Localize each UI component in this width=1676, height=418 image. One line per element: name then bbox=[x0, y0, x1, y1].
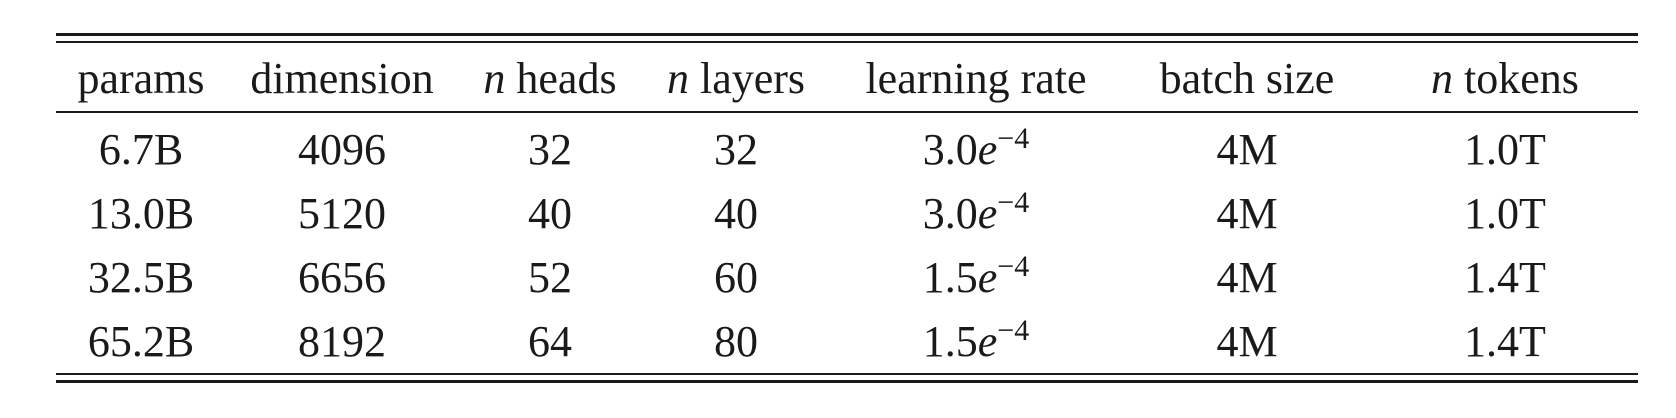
bottom-double-rule bbox=[56, 373, 1638, 383]
table-row: 6.7B 4096 32 32 3.0e−4 4M 1.0T bbox=[56, 112, 1638, 181]
cell-learning-rate: 1.5e−4 bbox=[922, 249, 1030, 302]
header-dimension: dimension bbox=[226, 43, 458, 113]
cell-params: 32.5B bbox=[87, 252, 195, 302]
cell-params: 65.2B bbox=[87, 316, 195, 366]
header-batch-size: batch size bbox=[1122, 43, 1372, 113]
cell-layers: 32 bbox=[714, 124, 758, 174]
header-layers: n layers bbox=[642, 43, 830, 113]
cell-params: 6.7B bbox=[98, 124, 184, 174]
cell-heads: 64 bbox=[528, 316, 572, 366]
model-config-table: params dimension n heads n layers learni… bbox=[56, 43, 1638, 373]
cell-dimension: 8192 bbox=[298, 316, 386, 366]
header-heads: n heads bbox=[458, 43, 642, 113]
table-row: 13.0B 5120 40 40 3.0e−4 4M 1.0T bbox=[56, 181, 1638, 245]
cell-learning-rate: 3.0e−4 bbox=[922, 185, 1030, 238]
cell-learning-rate: 1.5e−4 bbox=[922, 313, 1030, 366]
cell-tokens: 1.0T bbox=[1464, 188, 1546, 238]
cell-tokens: 1.4T bbox=[1464, 316, 1546, 366]
cell-dimension: 5120 bbox=[298, 188, 386, 238]
header-params: params bbox=[56, 43, 226, 113]
cell-layers: 60 bbox=[714, 252, 758, 302]
cell-layers: 80 bbox=[714, 316, 758, 366]
cell-heads: 40 bbox=[528, 188, 572, 238]
header-row: params dimension n heads n layers learni… bbox=[56, 43, 1638, 113]
hyperparameter-table: params dimension n heads n layers learni… bbox=[56, 33, 1638, 383]
header-learning-rate: learning rate bbox=[830, 43, 1122, 113]
top-double-rule bbox=[56, 33, 1638, 43]
cell-heads: 32 bbox=[528, 124, 572, 174]
cell-tokens: 1.4T bbox=[1464, 252, 1546, 302]
cell-batch-size: 4M bbox=[1216, 252, 1278, 302]
cell-batch-size: 4M bbox=[1216, 316, 1278, 366]
cell-heads: 52 bbox=[528, 252, 572, 302]
cell-learning-rate: 3.0e−4 bbox=[922, 121, 1030, 174]
table-row: 65.2B 8192 64 80 1.5e−4 4M 1.4T bbox=[56, 309, 1638, 373]
cell-tokens: 1.0T bbox=[1464, 124, 1546, 174]
cell-dimension: 6656 bbox=[298, 252, 386, 302]
cell-batch-size: 4M bbox=[1216, 124, 1278, 174]
cell-dimension: 4096 bbox=[298, 124, 386, 174]
table-row: 32.5B 6656 52 60 1.5e−4 4M 1.4T bbox=[56, 245, 1638, 309]
header-tokens: n tokens bbox=[1372, 43, 1638, 113]
cell-layers: 40 bbox=[714, 188, 758, 238]
cell-params: 13.0B bbox=[87, 188, 195, 238]
cell-batch-size: 4M bbox=[1216, 188, 1278, 238]
